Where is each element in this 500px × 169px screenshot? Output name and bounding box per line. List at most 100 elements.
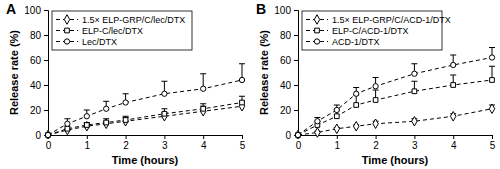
x-tick: 4 [201, 135, 207, 151]
y-tick-mark [294, 110, 298, 111]
marker [84, 122, 89, 131]
y-tick: 20 [280, 105, 298, 116]
marker [123, 117, 128, 126]
marker [373, 84, 378, 89]
figure: A 0 1 2 3 4 5 0 20 40 60 80 100 Time (hours) Release r… [0, 0, 500, 169]
y-tick-label: 100 [274, 5, 291, 16]
error-bar [200, 106, 206, 111]
y-axis-line [44, 11, 49, 136]
series [295, 48, 495, 138]
series [45, 96, 245, 137]
marker [295, 132, 300, 137]
y-tick-label: 40 [30, 80, 42, 91]
x-tick-mark [203, 135, 204, 139]
x-tick-label: 5 [490, 140, 496, 151]
y-tick: 60 [30, 55, 48, 66]
marker [451, 83, 456, 88]
x-axis: 012345 [296, 135, 496, 151]
marker [65, 121, 70, 126]
y-tick-mark [294, 10, 298, 11]
marker [46, 133, 51, 138]
marker [354, 91, 359, 96]
x-tick: 5 [240, 135, 246, 151]
y-tick: 80 [280, 30, 298, 41]
x-tick: 1 [85, 135, 91, 151]
y-tick-label: 0 [35, 130, 41, 141]
x-tick-label: 3 [162, 140, 168, 151]
marker [240, 100, 245, 105]
panel: B012345020406080100Time (hours)Release r… [256, 1, 496, 166]
y-tick-label: 60 [30, 55, 42, 66]
legend-marker [314, 39, 319, 44]
marker [451, 62, 456, 67]
marker [490, 78, 495, 83]
series [295, 66, 495, 137]
series-line [48, 103, 242, 136]
marker [45, 132, 50, 137]
marker [489, 55, 494, 60]
x-tick-mark [242, 135, 243, 139]
x-tick: 3 [412, 135, 418, 151]
marker [103, 119, 108, 128]
y-tick-mark [294, 60, 298, 61]
marker [334, 124, 339, 133]
plot-area [45, 64, 245, 139]
marker [84, 123, 89, 128]
y-axis: 020406080100 [274, 5, 298, 141]
y-tick-mark [44, 60, 48, 61]
marker [315, 128, 320, 137]
panel-title: A [6, 1, 16, 17]
marker [162, 91, 167, 96]
x-tick-mark [164, 135, 165, 139]
x-tick-mark [376, 135, 377, 139]
x-tick: 1 [335, 135, 341, 151]
marker [450, 112, 455, 121]
marker [373, 119, 378, 128]
x-axis-line [299, 136, 493, 140]
y-tick: 100 [24, 5, 48, 16]
marker [239, 77, 244, 82]
marker [162, 112, 167, 121]
legend-marker [65, 28, 70, 33]
legend-box [52, 11, 192, 50]
series [45, 101, 245, 139]
marker [315, 119, 320, 124]
x-tick: 2 [123, 135, 129, 151]
marker [373, 98, 378, 103]
x-tick-mark [337, 135, 338, 139]
legend-label: 1.5× ELP-GRP/C/ACD-1/DTX [332, 15, 451, 25]
x-tick-label: 4 [451, 140, 457, 151]
legend-label: Lec/DTX [82, 37, 117, 47]
x-tick-label: 1 [85, 140, 91, 151]
y-axis-title: Release rate (%) [258, 30, 270, 115]
series-line [48, 80, 242, 135]
y-tick-mark [44, 35, 48, 36]
panel: A012345020406080100Time (hours)Release r… [6, 1, 246, 166]
y-tick-mark [294, 35, 298, 36]
y-tick-mark [44, 85, 48, 86]
y-tick: 40 [280, 80, 298, 91]
marker [295, 130, 300, 139]
y-tick-label: 80 [30, 30, 42, 41]
x-tick: 5 [490, 135, 496, 151]
marker [334, 114, 339, 119]
y-axis-line [294, 11, 299, 136]
x-tick-label: 0 [46, 140, 52, 151]
x-tick-label: 5 [240, 140, 246, 151]
legend-marker [64, 15, 69, 24]
marker [162, 111, 167, 116]
x-tick: 2 [373, 135, 379, 151]
marker [104, 120, 109, 125]
y-tick-label: 80 [280, 30, 292, 41]
marker [296, 133, 301, 138]
x-axis-title: Time (hours) [112, 154, 179, 166]
legend-marker [315, 28, 320, 33]
marker [354, 103, 359, 108]
marker [412, 117, 417, 126]
marker [84, 114, 89, 119]
series-line [298, 80, 492, 135]
y-axis: 020406080100 [24, 5, 48, 141]
legend-label: ELP-C/lec/DTX [82, 26, 143, 36]
y-tick-mark [44, 110, 48, 111]
y-tick-mark [44, 10, 48, 11]
